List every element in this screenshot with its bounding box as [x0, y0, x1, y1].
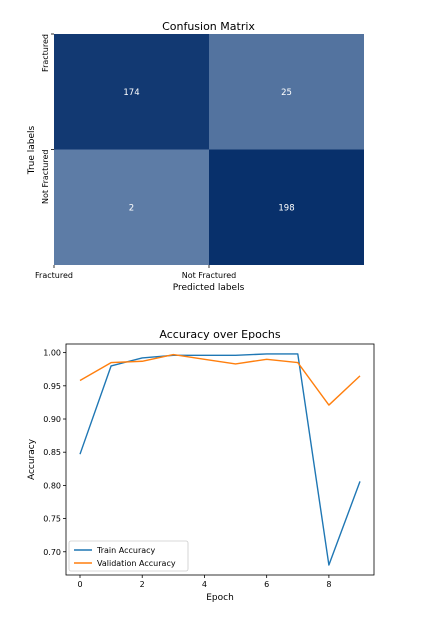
- acc-y-tick-label: 0.80: [43, 481, 61, 490]
- acc-x-tick-label: 8: [326, 580, 331, 589]
- confusion-matrix: Confusion Matrix 174 25 2 198 Fractured Not …: [27, 20, 364, 293]
- cm-cell-value: 174: [123, 88, 139, 98]
- cm-y-label: True labels: [27, 125, 37, 175]
- cm-x-label: Predicted labels: [173, 283, 245, 293]
- legend-label: Train Accuracy: [96, 546, 156, 555]
- acc-x-tick-label: 2: [140, 580, 145, 589]
- cm-cell: [209, 149, 364, 265]
- acc-y-tick-label: 0.75: [43, 515, 61, 524]
- cm-y-ticks: Fractured Not Fractured: [41, 33, 54, 205]
- legend-label: Validation Accuracy: [97, 559, 176, 568]
- acc-series-line-0: [79, 353, 361, 566]
- cm-x-tick-label: Not Fractured: [182, 271, 237, 280]
- cm-cell-value: 25: [281, 88, 292, 98]
- acc-y-label: Accuracy: [27, 438, 37, 480]
- acc-y-tick-label: 0.85: [43, 448, 61, 457]
- cm-y-tick-label: Not Fractured: [41, 150, 50, 205]
- acc-x-tick-label: 4: [202, 580, 207, 589]
- acc-y-tick-label: 0.90: [43, 415, 61, 424]
- legend-box: [68, 540, 189, 572]
- cm-title: Confusion Matrix: [162, 20, 255, 33]
- acc-legend: Train Accuracy Validation Accuracy: [68, 540, 189, 572]
- cm-cell-value: 198: [278, 203, 294, 213]
- cm-y-tick-label: Fractured: [41, 34, 50, 72]
- acc-x-tick-label: 6: [264, 580, 269, 589]
- acc-lines: [79, 353, 361, 566]
- cm-cell: [54, 34, 209, 150]
- cm-cell: [54, 149, 209, 265]
- cm-x-ticks: Fractured Not Fractured: [35, 265, 236, 280]
- cm-cells: 174 25 2 198: [54, 34, 364, 265]
- cm-cell: [209, 34, 364, 150]
- acc-y-tick-label: 0.70: [43, 548, 61, 557]
- acc-plot-frame: [65, 343, 375, 576]
- acc-x-label: Epoch: [206, 593, 234, 603]
- acc-y-tick-label: 1.00: [43, 349, 61, 358]
- acc-y-ticks: 0.70 0.75 0.80 0.85 0.90 0.95 1.00: [43, 349, 66, 557]
- acc-x-ticks: 0 2 4 6 8: [77, 575, 331, 589]
- acc-title: Accuracy over Epochs: [159, 328, 280, 341]
- cm-x-tick-label: Fractured: [35, 271, 73, 280]
- acc-series-line-1: [79, 353, 361, 406]
- acc-y-tick-label: 0.95: [43, 382, 61, 391]
- cm-cell-value: 2: [129, 203, 134, 213]
- acc-x-tick-label: 0: [77, 580, 82, 589]
